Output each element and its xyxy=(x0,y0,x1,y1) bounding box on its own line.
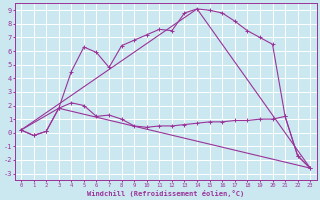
X-axis label: Windchill (Refroidissement éolien,°C): Windchill (Refroidissement éolien,°C) xyxy=(87,190,244,197)
